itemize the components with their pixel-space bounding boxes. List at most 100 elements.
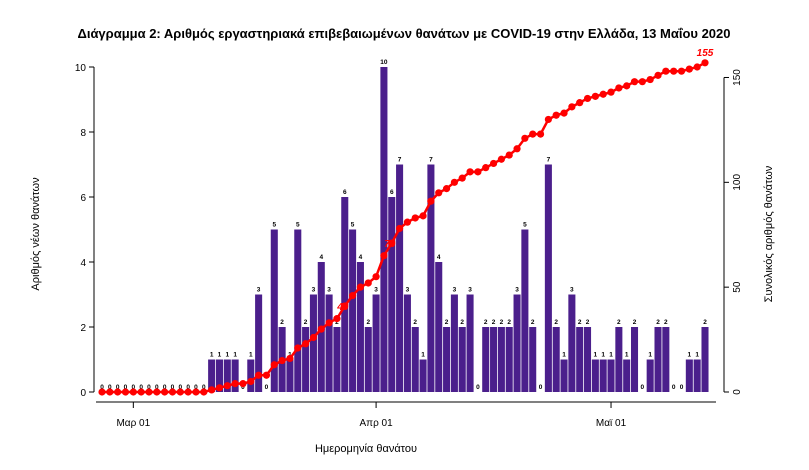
cumulative-point	[208, 386, 216, 394]
cumulative-point	[380, 252, 388, 260]
cumulative-point	[591, 92, 599, 100]
bar-value-label: 0	[265, 384, 269, 391]
bar-value-label: 0	[155, 384, 159, 391]
cumulative-point	[231, 380, 239, 388]
y-tick-label-left: 8	[80, 128, 86, 139]
cumulative-point	[372, 273, 380, 281]
bar	[466, 294, 474, 392]
bar-value-label: 0	[116, 384, 120, 391]
cumulative-point	[521, 134, 529, 142]
bar-value-label: 2	[633, 319, 637, 326]
y-tick-label-right: 50	[732, 281, 743, 293]
cumulative-point	[662, 67, 670, 75]
bar-value-label: 3	[374, 287, 378, 294]
bar	[411, 327, 419, 392]
cumulative-point	[302, 340, 310, 348]
x-tick-label: Μαϊ 01	[596, 418, 627, 429]
bar-value-label: 2	[366, 319, 370, 326]
cumulative-point	[693, 63, 701, 71]
y-axis-label-left: Αριθμός νέων θανάτων	[30, 177, 42, 291]
cumulative-point	[607, 88, 615, 96]
bar-value-label: 4	[359, 254, 363, 261]
bar	[364, 327, 372, 392]
cumulative-polyline	[102, 61, 706, 394]
cumulative-point	[333, 315, 341, 323]
bar-value-label: 2	[507, 319, 511, 326]
bar-value-label: 3	[570, 287, 574, 294]
y-tick-label-left: 10	[75, 63, 87, 74]
bar-value-label: 0	[194, 384, 198, 391]
bar-value-label: 0	[186, 384, 190, 391]
bar	[270, 229, 278, 392]
bar	[591, 359, 599, 392]
bar-value-label: 2	[703, 319, 707, 326]
bar	[685, 359, 693, 392]
cumulative-point	[685, 65, 693, 73]
bar	[356, 262, 364, 392]
cumulative-point	[560, 109, 568, 117]
bar-value-label: 1	[609, 352, 613, 359]
bar-value-label: 0	[139, 384, 143, 391]
x-tick-label: Μαρ 01	[116, 418, 150, 429]
cumulative-point	[278, 356, 286, 365]
bar	[521, 229, 529, 392]
bar	[450, 294, 458, 392]
cumulative-value-label: 48	[336, 302, 349, 313]
bar-value-label: 1	[688, 352, 692, 359]
cumulative-point	[701, 59, 709, 67]
bar-value-label: 1	[233, 352, 237, 359]
cumulative-point	[247, 377, 255, 386]
bar-value-label: 0	[241, 384, 245, 391]
bar-value-label: 0	[202, 384, 206, 391]
cumulative-point	[348, 291, 357, 300]
bar	[552, 327, 560, 392]
bar-value-label: 10	[380, 59, 388, 66]
cumulative-point	[583, 94, 592, 103]
bar	[215, 359, 223, 392]
cumulative-point	[544, 115, 552, 124]
y-tick-label-right: 0	[732, 389, 743, 395]
bar	[560, 359, 568, 392]
bar-value-label: 2	[492, 319, 496, 326]
bar-value-label: 1	[594, 352, 598, 359]
y-tick-label-left: 2	[80, 323, 86, 334]
cumulative-point	[482, 164, 490, 172]
cumulative-point	[427, 197, 435, 205]
bar	[607, 359, 615, 392]
bar-value-label: 1	[695, 352, 699, 359]
y-axis-label-right: Συνολικός αριθμός θανάτων	[763, 165, 775, 302]
cumulative-point	[121, 388, 130, 396]
bar-value-label: 1	[218, 352, 222, 359]
bar-value-label: 3	[257, 287, 261, 294]
bar	[302, 327, 310, 392]
bar-value-label: 0	[100, 384, 104, 391]
bar	[584, 327, 592, 392]
bar-value-label: 1	[562, 352, 566, 359]
bar	[231, 359, 239, 392]
cumulative-point	[161, 388, 169, 396]
cumulative-point	[489, 159, 498, 168]
cumulative-point	[364, 279, 372, 287]
cumulative-point	[419, 212, 427, 220]
bar	[396, 164, 404, 392]
bars	[208, 67, 709, 392]
bar-value-label: 2	[578, 319, 582, 326]
bar	[247, 359, 255, 392]
bar-value-label: 2	[484, 319, 488, 326]
cumulative-point	[239, 380, 247, 388]
chart-title: Διάγραμμα 2: Αριθμός εργαστηριακά επιβεβ…	[77, 26, 730, 41]
bar-value-label: 0	[124, 384, 128, 391]
bar	[458, 327, 466, 392]
cumulative-point	[450, 178, 459, 186]
bar	[630, 327, 639, 392]
bar	[208, 359, 216, 392]
cumulative-point	[630, 78, 639, 86]
bar-value-label: 0	[476, 384, 480, 391]
bar-value-label: 2	[554, 319, 558, 326]
bar	[309, 294, 317, 392]
bar-value-label: 2	[664, 319, 668, 326]
cumulative-point	[129, 388, 137, 396]
bar-value-label: 0	[539, 384, 543, 391]
bar-value-label: 2	[460, 319, 464, 326]
